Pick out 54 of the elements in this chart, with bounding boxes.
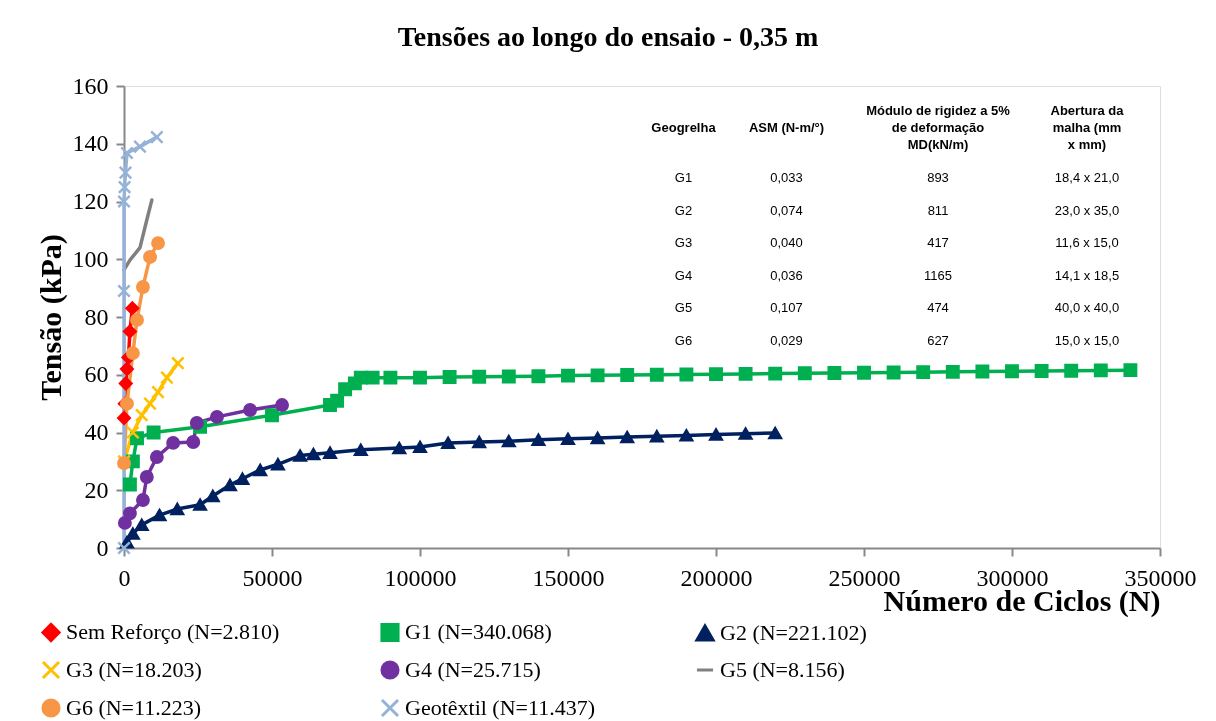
legend-label: G5 (N=8.156) <box>720 657 845 682</box>
annotation: G4 <box>674 267 693 283</box>
annotation: G3 <box>674 235 693 251</box>
annotation: 0,107 <box>770 300 803 316</box>
annotation: 40,0 x 40,0 <box>1054 300 1120 316</box>
x-tick-label: 200000 <box>680 564 753 591</box>
annotation: Geogrelha <box>651 120 717 135</box>
x-tick-label: 0 <box>118 564 131 591</box>
legend-label: G3 (N=18.203) <box>66 657 202 682</box>
legend-label: G1 (N=340.068) <box>405 619 552 645</box>
annotation: 14,1 x 18,5 <box>1054 267 1120 283</box>
y-tick-label: 140 <box>72 130 109 157</box>
x-tick-label: 350000 <box>1124 564 1197 591</box>
annotation: 1165 <box>924 267 952 283</box>
annotation: G1 <box>674 170 693 186</box>
annotation: 15,0 x 15,0 <box>1054 332 1120 348</box>
annotation: G2 <box>674 202 693 218</box>
chart-title: Tensões ao longo do ensaio - 0,35 m <box>397 21 819 52</box>
annotation: 893 <box>927 170 949 186</box>
annotation: 0,029 <box>770 332 803 348</box>
y-tick-label: 40 <box>84 419 109 445</box>
y-tick-label: 120 <box>72 188 109 214</box>
legend-label: G6 (N=11.223) <box>66 695 202 720</box>
annotation: 23,0 x 35,0 <box>1054 202 1120 218</box>
annotation: 0,036 <box>770 267 803 283</box>
annotation: 627 <box>927 332 949 348</box>
x-tick-label: 150000 <box>532 564 605 591</box>
annotation: 11,6 x 15,0 <box>1055 235 1119 251</box>
y-tick-label: 80 <box>84 303 109 330</box>
x-tick-label: 300000 <box>976 564 1049 591</box>
annotation: 0,074 <box>770 202 803 218</box>
y-tick-label: 160 <box>72 72 109 99</box>
annotation: Módulo de rigidez a 5% de deformação MD(kN/m) <box>866 103 1011 152</box>
annotation: 18,4 x 21,0 <box>1054 170 1120 186</box>
x-tick-label: 50000 <box>242 564 303 591</box>
annotation: 417 <box>927 235 949 251</box>
annotation: G5 <box>674 300 693 316</box>
y-tick-label: 100 <box>72 245 109 272</box>
y-tick-label: 20 <box>84 476 109 503</box>
y-tick-label: 60 <box>84 361 109 388</box>
legend-label: Sem Reforço (N=2.810) <box>66 619 280 645</box>
annotation: G6 <box>674 332 693 348</box>
annotation: 811 <box>927 202 949 218</box>
y-axis-title: Tensão (kPa) <box>33 234 68 401</box>
legend-label: Geotêxtil (N=11.437) <box>405 695 595 720</box>
annotation: ASM (N-m/°) <box>748 120 825 135</box>
annotation: 474 <box>927 300 949 316</box>
legend-label: G2 (N=221.102) <box>720 620 867 646</box>
annotation: Abertura da malha (mm x mm) <box>1050 103 1125 152</box>
y-tick-label: 0 <box>96 534 109 561</box>
annotation: 0,040 <box>770 235 803 251</box>
annotation: 0,033 <box>770 170 803 186</box>
x-tick-label: 100000 <box>384 564 457 591</box>
legend-label: G4 (N=25.715) <box>405 657 541 682</box>
